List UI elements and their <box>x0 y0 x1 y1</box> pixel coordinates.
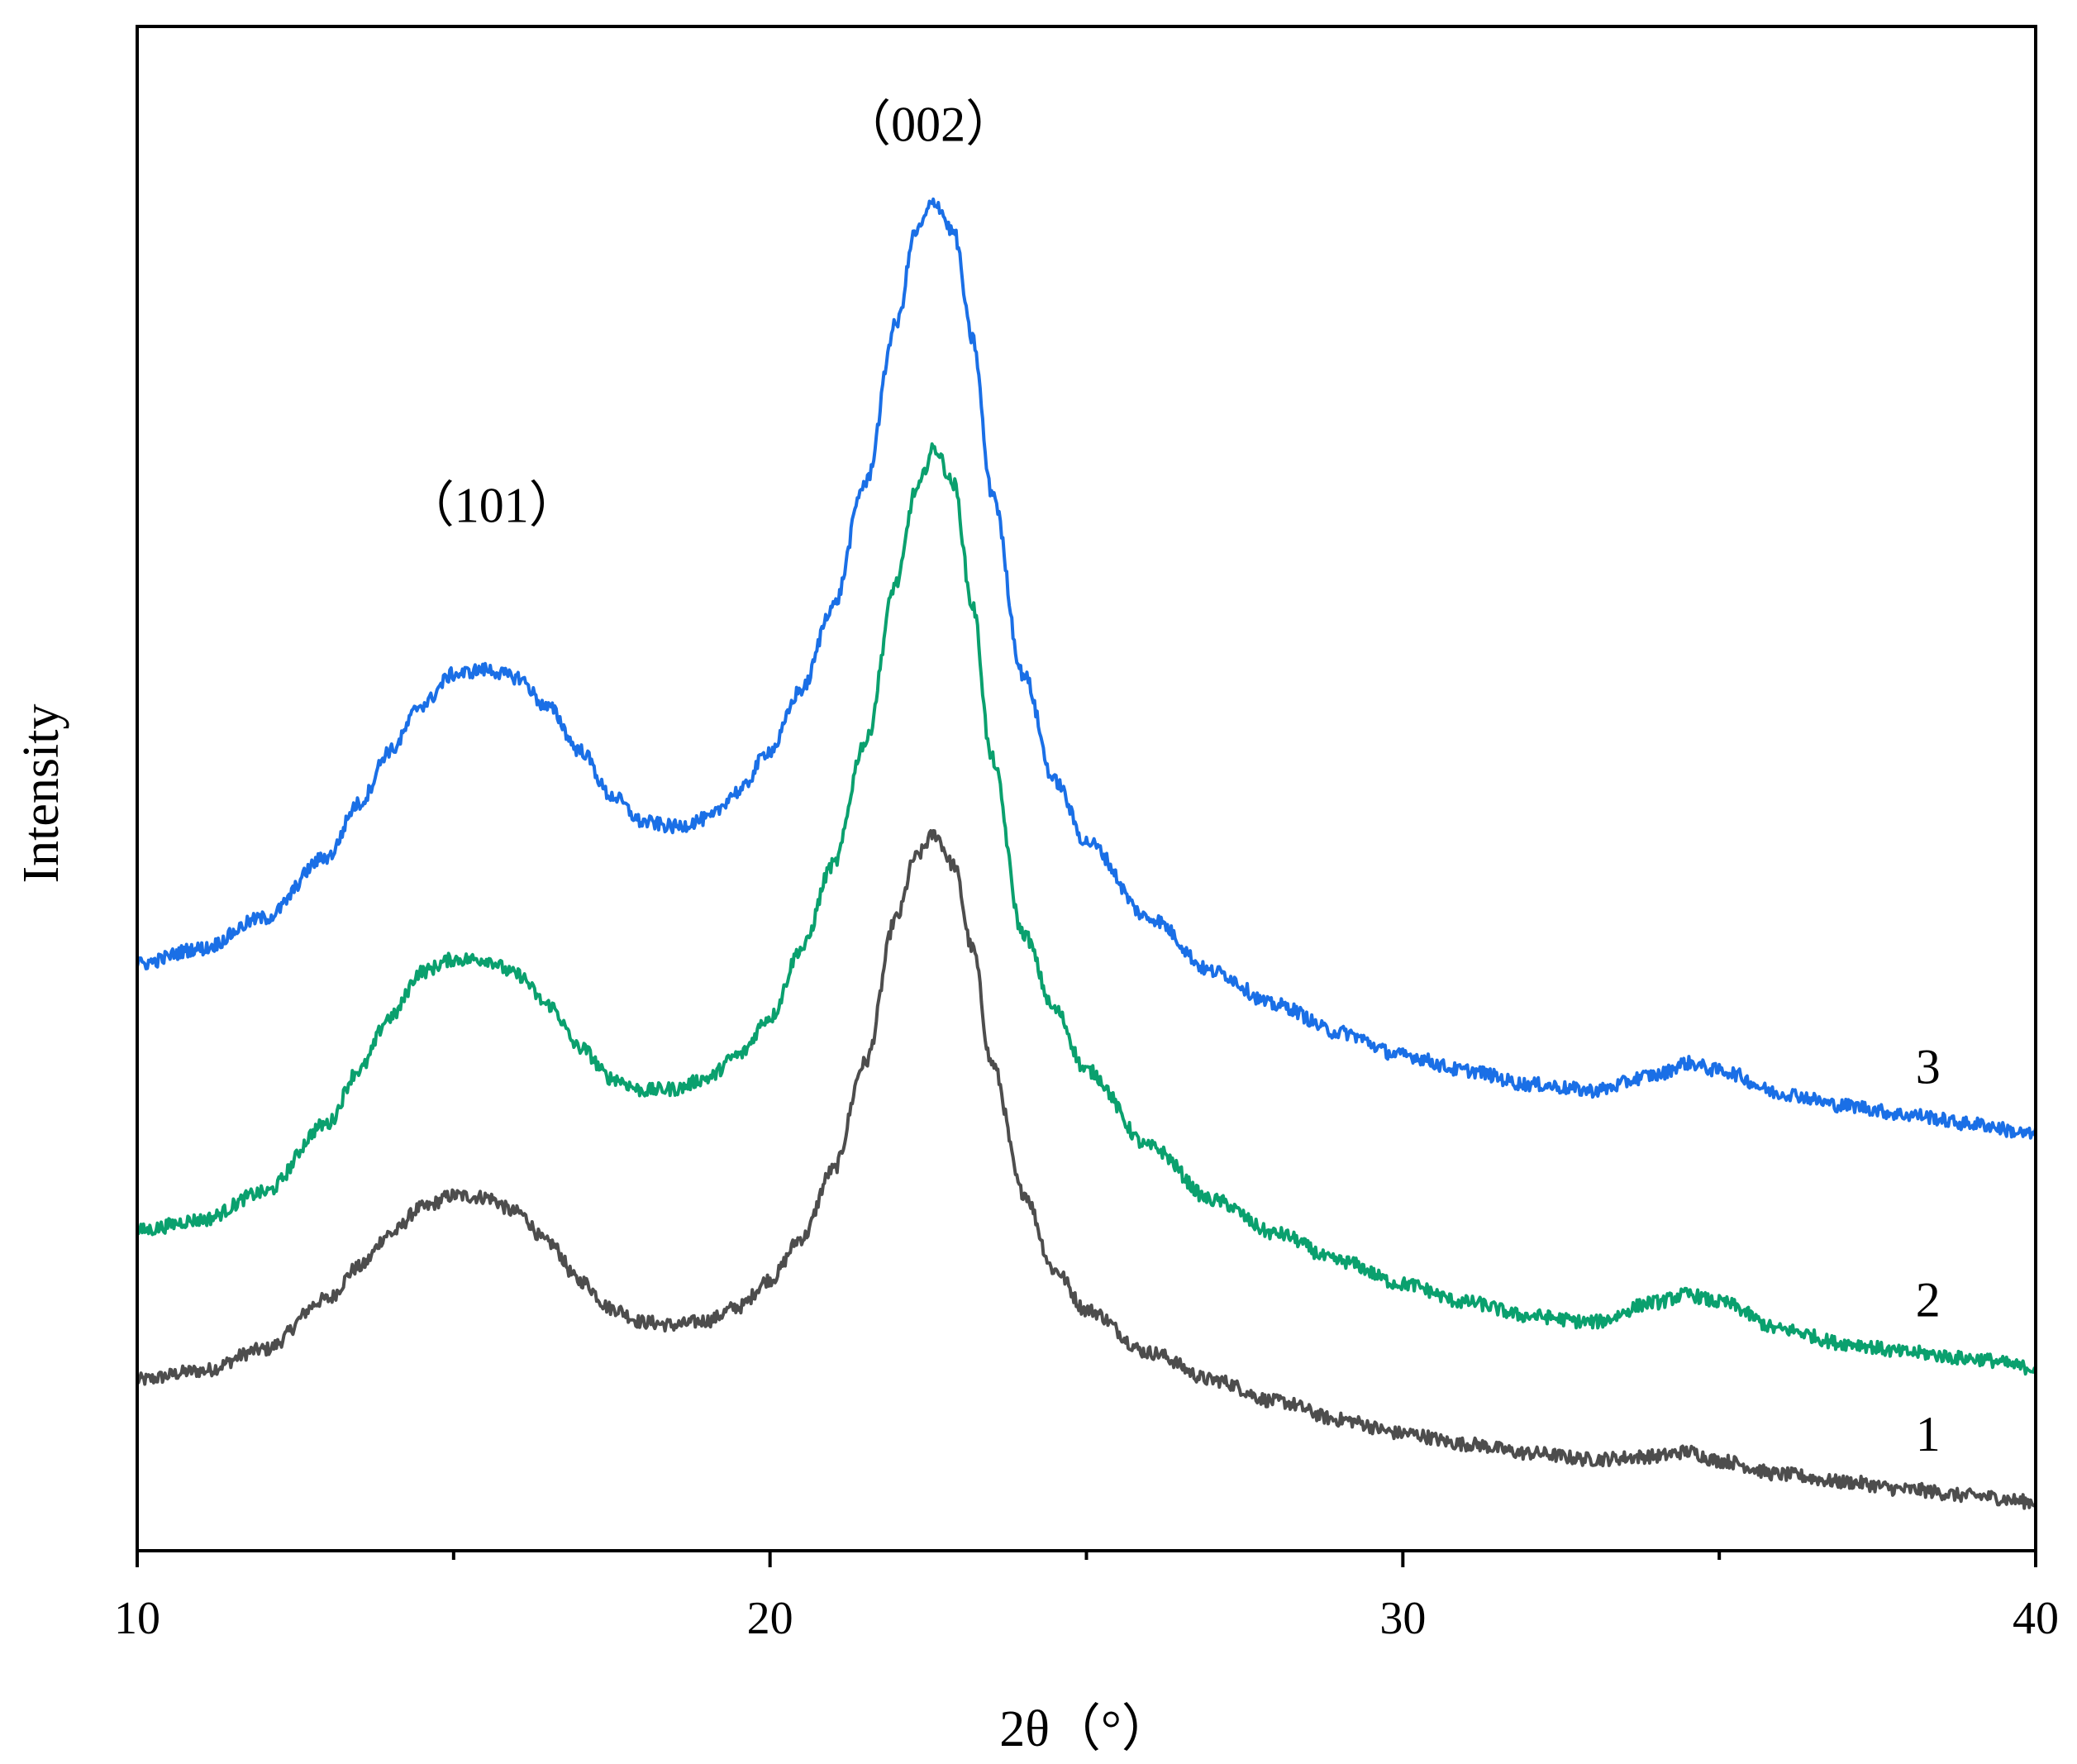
y-axis-title: Intensity <box>13 704 69 884</box>
x-tick-label: 20 <box>747 1593 793 1644</box>
x-tick-label: 30 <box>1379 1593 1426 1644</box>
x-axis-tick-labels: 10 20 30 40 <box>114 1593 2059 1644</box>
chart-curves <box>136 197 2037 1510</box>
peak-label: （101） <box>405 478 579 532</box>
x-axis-title: 2θ（°） <box>999 1701 1173 1757</box>
series-1-label: 1 <box>1916 1407 1941 1461</box>
x-axis-ticks <box>136 1551 2037 1567</box>
series-3-label: 3 <box>1916 1040 1941 1094</box>
plot-frame <box>136 25 2037 1552</box>
peak-label: （002） <box>841 97 1015 151</box>
curve-labels: 1 2 3 <box>1916 1040 1941 1461</box>
series-3-line <box>136 197 2037 1140</box>
series-2-line <box>136 442 2037 1376</box>
series-2-label: 2 <box>1916 1273 1941 1328</box>
x-tick-label: 40 <box>2013 1593 2059 1644</box>
peak-annotations: （101） （002） <box>405 97 1015 532</box>
x-tick-label: 10 <box>114 1593 160 1644</box>
series-1-line <box>136 829 2037 1510</box>
